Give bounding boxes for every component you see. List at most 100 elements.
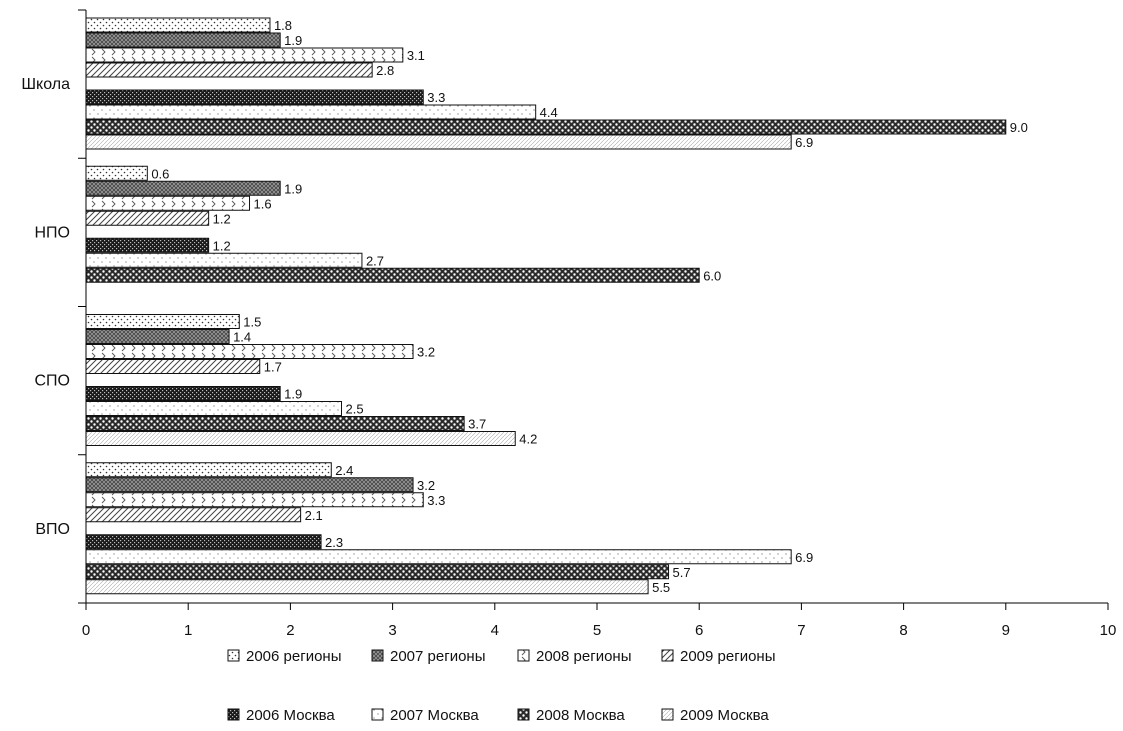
category-label-1: Школа: [21, 76, 70, 93]
data-label-1-3: 1.5: [243, 315, 261, 330]
bar-6-4: [85, 549, 792, 565]
data-label-5-3: 1.9: [284, 387, 302, 402]
bar-2-2: [85, 180, 281, 196]
bar-8-3: [85, 431, 516, 446]
data-label-1-2: 0.6: [151, 166, 169, 181]
legend-label-1: 2006 регионы: [246, 648, 341, 665]
data-label-7-2: 6.0: [703, 268, 721, 283]
x-tick-label-6: 6: [695, 622, 703, 639]
data-label-5-2: 1.2: [213, 238, 231, 253]
legend-label-4: 2009 регионы: [680, 648, 775, 665]
bar-1-4: [85, 462, 332, 478]
data-label-6-1: 4.4: [540, 105, 558, 120]
x-tick-label-7: 7: [797, 622, 805, 639]
data-label-6-4: 6.9: [795, 550, 813, 565]
bar-4-1: [85, 62, 373, 78]
bar-5-2: [85, 237, 210, 253]
data-label-6-2: 2.7: [366, 253, 384, 268]
legend-item-2: 2007 регионы: [371, 648, 485, 665]
bar-2-1: [85, 32, 281, 48]
legend-item-7: 2008 Москва: [517, 707, 625, 724]
bar-3-3: [85, 344, 414, 359]
bar-1-2: [85, 165, 148, 181]
data-label-3-2: 1.6: [254, 196, 272, 211]
data-label-7-3: 3.7: [468, 417, 486, 432]
legend-label-3: 2008 регионы: [536, 648, 631, 665]
bar-2-4: [85, 477, 414, 493]
x-tick-label-10: 10: [1100, 622, 1117, 639]
bar-6-2: [85, 252, 363, 268]
x-tick-label-5: 5: [593, 622, 601, 639]
bar-5-3: [85, 386, 281, 401]
bar-8-1: [85, 134, 792, 150]
bar-1-1: [85, 17, 271, 33]
data-label-8-3: 4.2: [519, 432, 537, 447]
data-label-2-1: 1.9: [284, 33, 302, 48]
legend-swatch-8: [661, 708, 674, 721]
legend-label-7: 2008 Москва: [536, 707, 625, 724]
bar-7-1: [85, 119, 1007, 135]
legend-label-5: 2006 Москва: [246, 707, 335, 724]
bar-6-1: [85, 104, 537, 120]
legend-swatch-7: [517, 708, 530, 721]
data-label-4-3: 1.7: [264, 360, 282, 375]
data-label-1-4: 2.4: [335, 463, 353, 478]
bar-3-4: [85, 492, 424, 508]
bar-4-4: [85, 507, 302, 523]
x-tick-label-8: 8: [899, 622, 907, 639]
x-tick-label-4: 4: [491, 622, 499, 639]
bar-4-3: [85, 359, 261, 374]
x-tick-label-3: 3: [388, 622, 396, 639]
data-label-7-4: 5.7: [673, 565, 691, 580]
legend-swatch-4: [661, 649, 674, 662]
category-label-3: СПО: [35, 373, 71, 390]
data-label-2-3: 1.4: [233, 330, 251, 345]
bar-7-3: [85, 416, 465, 431]
legend-label-6: 2007 Москва: [390, 707, 479, 724]
bar-3-1: [85, 47, 404, 63]
data-label-5-1: 3.3: [427, 90, 445, 105]
data-label-1-1: 1.8: [274, 18, 292, 33]
bar-8-4: [85, 579, 649, 595]
legend-item-6: 2007 Москва: [371, 707, 479, 724]
data-label-6-3: 2.5: [346, 402, 364, 417]
bar-3-2: [85, 195, 251, 211]
x-tick-label-2: 2: [286, 622, 294, 639]
data-label-3-3: 3.2: [417, 345, 435, 360]
bar-7-2: [85, 267, 700, 283]
bar-2-3: [85, 329, 230, 344]
data-label-2-4: 3.2: [417, 478, 435, 493]
bar-1-3: [85, 314, 240, 329]
data-label-3-4: 3.3: [427, 493, 445, 508]
bar-6-3: [85, 401, 342, 416]
x-tick-label-1: 1: [184, 622, 192, 639]
data-label-8-1: 6.9: [795, 135, 813, 150]
data-label-2-2: 1.9: [284, 181, 302, 196]
data-label-5-4: 2.3: [325, 535, 343, 550]
bar-7-4: [85, 564, 670, 580]
category-label-2: НПО: [35, 224, 71, 241]
bar-4-2: [85, 210, 210, 226]
legend-swatch-3: [517, 649, 530, 662]
legend-item-1: 2006 регионы: [227, 648, 341, 665]
bar-5-1: [85, 89, 424, 105]
data-label-3-1: 3.1: [407, 48, 425, 63]
bar-5-4: [85, 534, 322, 550]
data-label-4-2: 1.2: [213, 211, 231, 226]
data-label-4-1: 2.8: [376, 63, 394, 78]
legend-swatch-6: [371, 708, 384, 721]
data-label-4-4: 2.1: [305, 508, 323, 523]
category-label-4: ВПО: [35, 521, 70, 538]
x-tick-label-0: 0: [82, 622, 90, 639]
legend-swatch-5: [227, 708, 240, 721]
legend-item-8: 2009 Москва: [661, 707, 769, 724]
data-label-7-1: 9.0: [1010, 120, 1028, 135]
legend-item-5: 2006 Москва: [227, 707, 335, 724]
legend-swatch-1: [227, 649, 240, 662]
legend-item-3: 2008 регионы: [517, 648, 631, 665]
legend-item-4: 2009 регионы: [661, 648, 775, 665]
legend-label-8: 2009 Москва: [680, 707, 769, 724]
legend-label-2: 2007 регионы: [390, 648, 485, 665]
data-label-8-4: 5.5: [652, 580, 670, 595]
